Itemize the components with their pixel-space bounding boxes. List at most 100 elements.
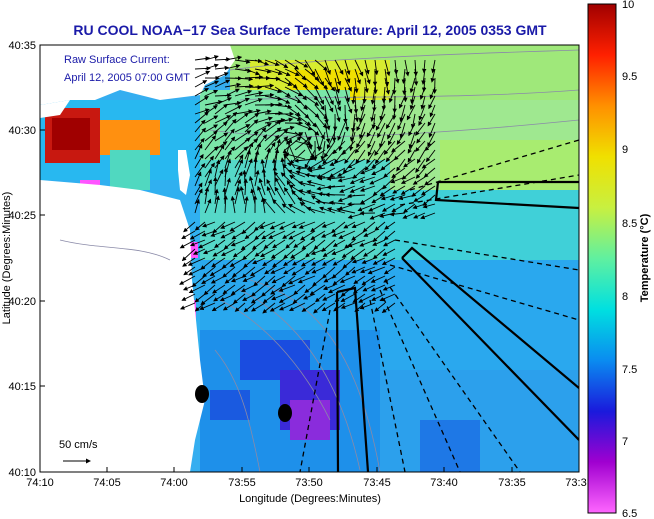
current-vector xyxy=(399,104,406,123)
current-vector xyxy=(413,212,426,219)
current-vector xyxy=(359,185,376,192)
overlay-line2: April 12, 2005 07:00 GMT xyxy=(64,72,190,84)
current-vector xyxy=(244,68,261,76)
current-vector xyxy=(223,194,228,214)
current-vector xyxy=(243,257,256,268)
current-vector xyxy=(334,104,341,123)
current-vector xyxy=(402,77,407,96)
x-tick-label: 73:50 xyxy=(295,477,323,489)
current-vector xyxy=(305,248,316,258)
current-vector xyxy=(374,302,386,312)
current-vector xyxy=(397,113,406,131)
current-vector xyxy=(280,172,296,187)
current-vector xyxy=(311,266,326,274)
current-vector xyxy=(307,167,326,173)
y-tick-label: 40:35 xyxy=(8,40,36,52)
current-vector xyxy=(344,68,351,84)
current-vector xyxy=(271,293,286,301)
current-vector xyxy=(259,221,276,229)
current-vector xyxy=(230,275,246,283)
colorbar-ticks: 10 9.5 9 8.5 8 7.5 7 6.5 xyxy=(622,0,637,519)
current-vector xyxy=(214,72,229,79)
current-vector xyxy=(372,257,386,265)
current-vector xyxy=(274,177,286,196)
current-vector xyxy=(403,158,416,168)
current-vector xyxy=(364,68,371,85)
current-vector xyxy=(204,115,219,124)
current-vector xyxy=(400,176,416,184)
x-tick-label: 73:55 xyxy=(228,477,256,489)
current-vector xyxy=(194,108,210,115)
colorbar-tick-label: 7.5 xyxy=(622,364,637,376)
current-vector xyxy=(364,158,376,171)
current-vector xyxy=(194,119,206,133)
current-vector xyxy=(429,104,436,118)
current-vector xyxy=(406,104,416,121)
current-vector xyxy=(381,302,396,314)
current-vector xyxy=(431,59,436,74)
current-vector xyxy=(410,113,416,129)
current-vector xyxy=(410,86,416,104)
current-vector xyxy=(214,169,224,187)
current-vector xyxy=(202,221,216,228)
current-vector xyxy=(224,82,242,88)
current-vector xyxy=(272,257,286,268)
current-vector xyxy=(374,59,379,76)
current-vector xyxy=(377,122,386,138)
current-vector xyxy=(349,185,366,193)
current-vector xyxy=(314,95,325,111)
current-vector xyxy=(321,257,336,266)
y-tick-labels: 40:35 40:30 40:25 40:20 40:15 40:10 xyxy=(8,40,36,479)
current-vector xyxy=(179,275,196,285)
current-vector xyxy=(181,230,196,240)
y-tick-label: 40:30 xyxy=(8,125,36,137)
current-vector xyxy=(339,185,356,193)
current-vector xyxy=(272,239,286,249)
current-vector xyxy=(367,266,386,275)
current-vector xyxy=(183,221,196,233)
current-vector xyxy=(212,248,226,257)
current-vector xyxy=(385,113,396,130)
current-vector xyxy=(274,86,291,97)
current-vector xyxy=(266,179,276,196)
current-vector xyxy=(326,184,346,190)
current-vector xyxy=(204,100,223,106)
current-vector xyxy=(334,68,342,86)
current-vector xyxy=(211,257,226,268)
current-vector xyxy=(329,158,346,166)
current-vector xyxy=(351,257,366,264)
current-vector xyxy=(283,153,296,169)
current-vector xyxy=(360,95,366,112)
current-vector xyxy=(223,239,236,250)
current-vector xyxy=(368,203,386,212)
current-vector xyxy=(251,239,266,250)
current-vector xyxy=(231,266,246,278)
current-vector xyxy=(338,131,346,152)
current-vector xyxy=(234,89,253,97)
x-tick-label: 73:3 xyxy=(565,477,586,489)
current-vector xyxy=(423,167,436,178)
x-tick-label: 74:05 xyxy=(93,477,121,489)
current-vector xyxy=(301,302,316,312)
current-vector xyxy=(421,59,427,74)
current-vector xyxy=(278,293,296,303)
current-vector xyxy=(214,115,232,124)
current-vector xyxy=(392,185,406,194)
current-vector xyxy=(250,293,266,304)
current-vector xyxy=(204,124,219,133)
colorbar-tick-label: 9.5 xyxy=(622,71,637,83)
current-vector xyxy=(251,302,266,312)
current-vector xyxy=(284,152,306,160)
current-vector xyxy=(204,63,219,70)
current-vector xyxy=(214,195,220,214)
current-vector xyxy=(313,302,326,314)
current-vector xyxy=(204,135,217,151)
current-vector xyxy=(293,239,306,248)
current-vector xyxy=(334,77,341,94)
current-vector xyxy=(194,88,209,97)
current-vector xyxy=(324,68,332,87)
current-vector xyxy=(213,293,226,302)
current-vector xyxy=(332,275,346,286)
current-vector xyxy=(204,130,218,142)
